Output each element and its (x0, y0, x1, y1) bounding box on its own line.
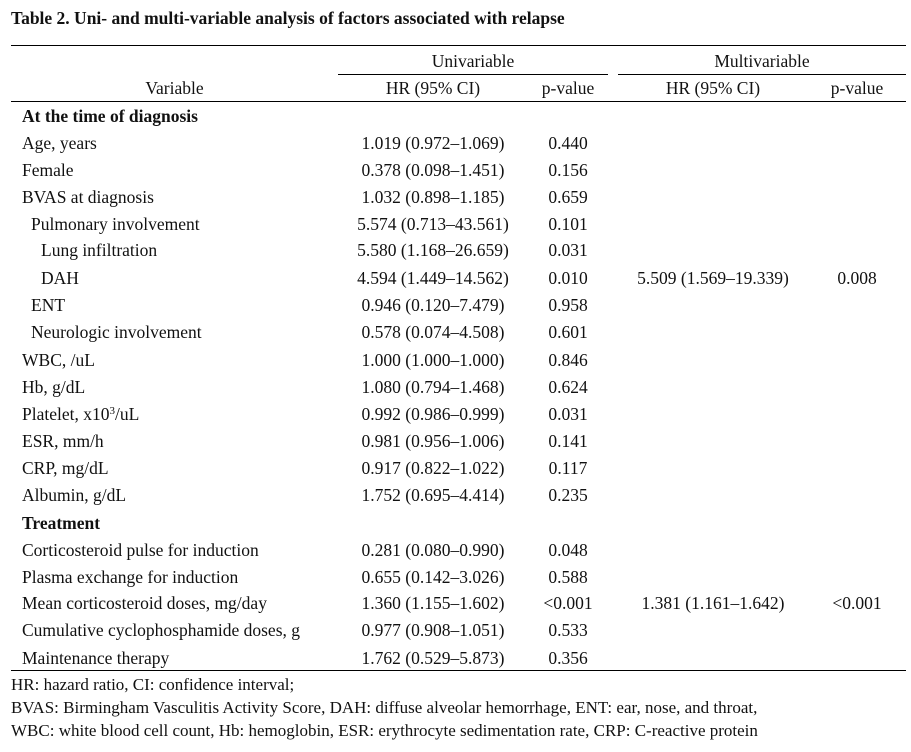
p-univariable-cell: 0.117 (548, 458, 588, 478)
p-univariable-cell: 0.356 (548, 648, 588, 668)
hr-univariable-cell: 0.655 (0.142–3.026) (361, 567, 505, 587)
p-univariable-cell: <0.001 (543, 593, 593, 613)
variable-cell: CRP, mg/dL (22, 458, 109, 478)
hr-univariable-cell: 1.752 (0.695–4.414) (361, 485, 505, 505)
hr-univariable-cell: 1.000 (1.000–1.000) (361, 350, 505, 370)
variable-cell: Cumulative cyclophosphamide doses, g (22, 620, 301, 640)
univariable-group-header: Univariable (431, 51, 515, 71)
hr-multivariable-cell: 5.509 (1.569–19.339) (637, 268, 789, 288)
variable-cell: Mean corticosteroid doses, mg/day (22, 593, 267, 613)
p-univariable-cell: 0.659 (548, 187, 588, 207)
p-univariable-cell: 0.156 (548, 160, 588, 180)
variable-cell: Albumin, g/dL (22, 485, 127, 505)
variable-cell: ENT (31, 295, 66, 315)
variable-cell: Plasma exchange for induction (22, 567, 239, 587)
footnote-line: BVAS: Birmingham Vasculitis Activity Sco… (11, 698, 758, 717)
hr-univariable-cell: 0.977 (0.908–1.051) (361, 620, 505, 640)
top-rule (11, 45, 906, 46)
hr-univariable-cell: 5.580 (1.168–26.659) (357, 240, 509, 260)
p-univariable-cell: 0.958 (548, 295, 588, 315)
hr-univariable-cell: 0.946 (0.120–7.479) (361, 295, 505, 315)
variable-cell: Female (22, 160, 74, 180)
variable-cell: Neurologic involvement (31, 322, 202, 342)
p-univariable-cell: 0.235 (548, 485, 588, 505)
p-univariable-cell: 0.141 (548, 431, 588, 451)
p-univariable-cell: 0.048 (548, 540, 588, 560)
hr-univariable-cell: 0.992 (0.986–0.999) (361, 404, 505, 424)
variable-cell: Age, years (22, 133, 97, 153)
hr-univariable-cell: 1.032 (0.898–1.185) (361, 187, 505, 207)
p-univariable-cell: 0.601 (548, 322, 588, 342)
p-univariable-column-header: p-value (541, 78, 595, 98)
multivariable-group-rule (618, 74, 906, 75)
header-bottom-rule (11, 101, 906, 102)
hr-univariable-column-header: HR (95% CI) (385, 78, 481, 98)
variable-cell: Lung infiltration (41, 240, 158, 260)
p-univariable-cell: 0.010 (548, 268, 588, 288)
p-univariable-cell: 0.440 (548, 133, 588, 153)
variable-cell: DAH (41, 268, 79, 288)
hr-multivariable-column-header: HR (95% CI) (665, 78, 761, 98)
multivariable-group-header: Multivariable (714, 51, 810, 71)
variable-cell: Treatment (22, 513, 101, 533)
p-univariable-cell: 0.624 (548, 377, 588, 397)
hr-multivariable-cell: 1.381 (1.161–1.642) (641, 593, 785, 613)
table-title: Table 2. Uni- and multi-variable analysi… (11, 8, 565, 28)
p-univariable-cell: 0.588 (548, 567, 588, 587)
variable-column-header: Variable (145, 78, 204, 98)
p-multivariable-column-header: p-value (830, 78, 884, 98)
p-univariable-cell: 0.031 (548, 404, 588, 424)
hr-univariable-cell: 0.378 (0.098–1.451) (361, 160, 505, 180)
variable-cell: Platelet, x103/uL (22, 404, 140, 424)
p-univariable-cell: 0.533 (548, 620, 588, 640)
variable-cell: WBC, /uL (22, 350, 95, 370)
hr-univariable-cell: 0.578 (0.074–4.508) (361, 322, 505, 342)
hr-univariable-cell: 1.080 (0.794–1.468) (361, 377, 505, 397)
hr-univariable-cell: 4.594 (1.449–14.562) (357, 268, 509, 288)
variable-cell: Maintenance therapy (22, 648, 170, 668)
p-multivariable-cell: <0.001 (832, 593, 882, 613)
variable-cell: Hb, g/dL (22, 377, 86, 397)
bottom-rule (11, 670, 906, 671)
hr-univariable-cell: 0.917 (0.822–1.022) (361, 458, 505, 478)
variable-cell: BVAS at diagnosis (22, 187, 154, 207)
hr-univariable-cell: 0.981 (0.956–1.006) (361, 431, 505, 451)
p-univariable-cell: 0.101 (548, 214, 588, 234)
hr-univariable-cell: 0.281 (0.080–0.990) (361, 540, 505, 560)
hr-univariable-cell: 1.019 (0.972–1.069) (361, 133, 505, 153)
p-univariable-cell: 0.031 (548, 240, 588, 260)
variable-cell: At the time of diagnosis (22, 106, 198, 126)
variable-cell: Pulmonary involvement (31, 214, 200, 234)
footnote-line: HR: hazard ratio, CI: confidence interva… (11, 675, 295, 694)
variable-cell: Corticosteroid pulse for induction (22, 540, 259, 560)
variable-cell: ESR, mm/h (22, 431, 104, 451)
hr-univariable-cell: 5.574 (0.713–43.561) (357, 214, 509, 234)
univariable-group-rule (338, 74, 608, 75)
hr-univariable-cell: 1.360 (1.155–1.602) (361, 593, 505, 613)
hr-univariable-cell: 1.762 (0.529–5.873) (361, 648, 505, 668)
p-univariable-cell: 0.846 (548, 350, 588, 370)
footnote-line: WBC: white blood cell count, Hb: hemoglo… (11, 721, 758, 740)
p-multivariable-cell: 0.008 (837, 268, 877, 288)
